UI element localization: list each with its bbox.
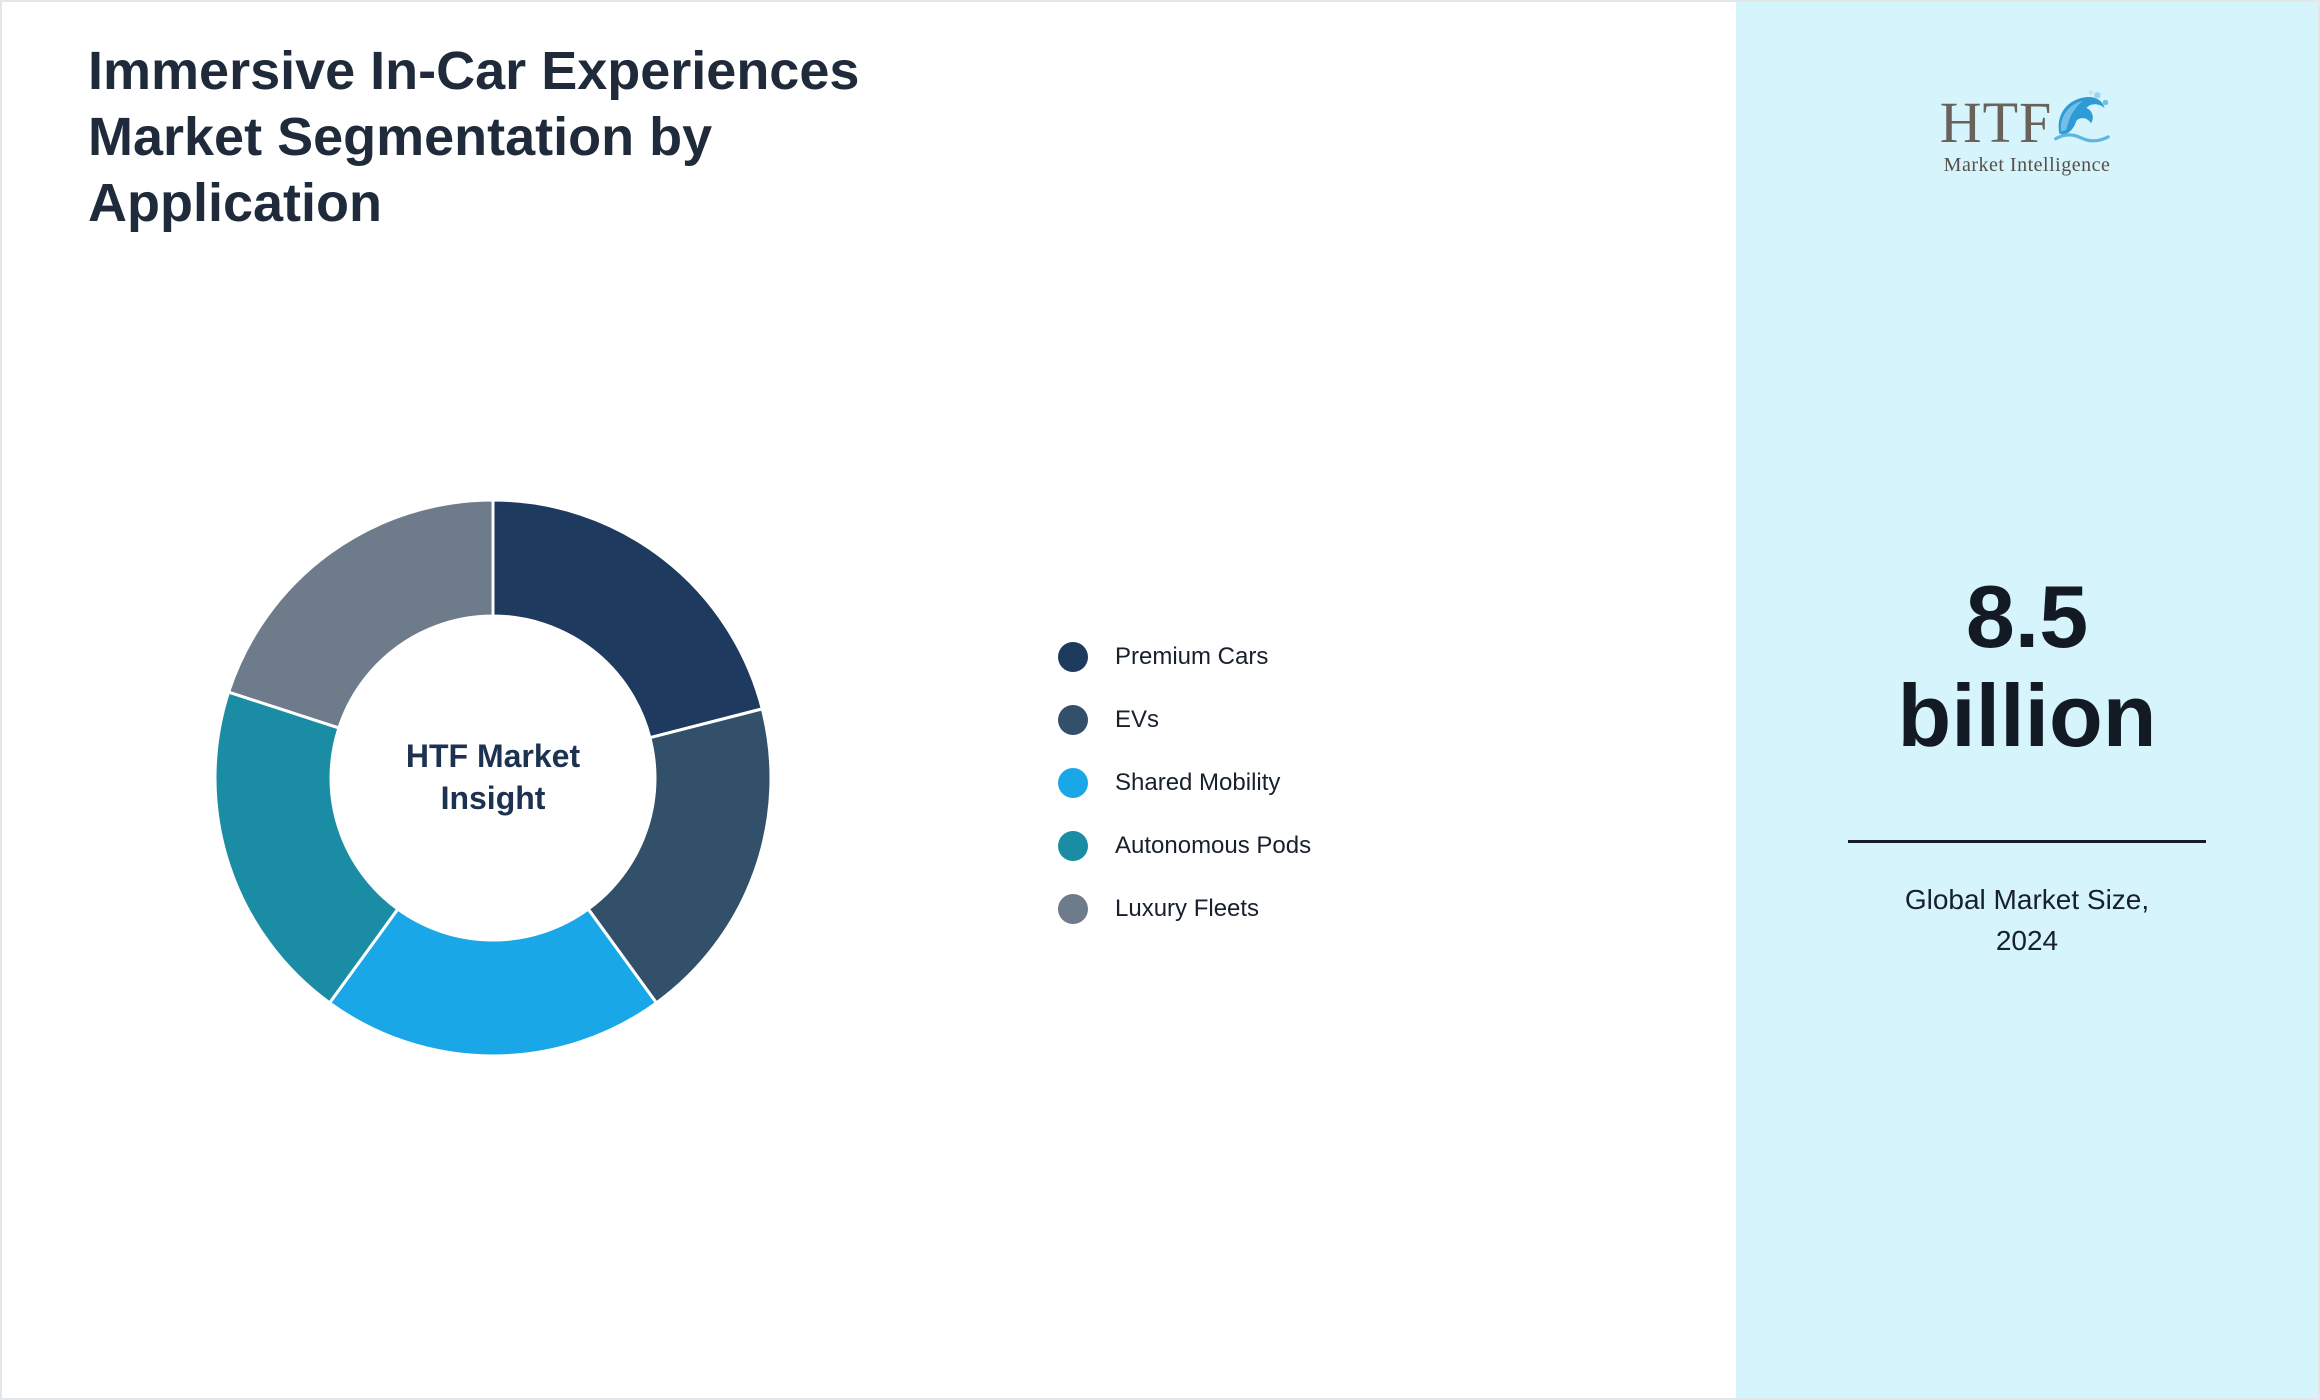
donut-ring	[213, 498, 773, 1058]
stat-divider	[1848, 840, 2206, 843]
title-line-1: Immersive In-Car Experiences	[88, 41, 860, 101]
dolphin-icon	[2054, 90, 2111, 143]
legend-label: Autonomous Pods	[1115, 832, 1312, 859]
stat-value-line-1: 8.5	[1965, 567, 2089, 666]
stat-caption: Global Market Size, 2024	[1736, 880, 2318, 961]
donut-segment-autonomous-pods	[213, 690, 400, 1005]
legend-item-premium-cars: Premium Cars	[1058, 642, 1311, 672]
logo-row: HTF	[1736, 90, 2318, 155]
legend-dot-premium-cars	[1058, 642, 1088, 672]
logo-text: HTF	[1939, 90, 2053, 155]
logo-subtext: Market Intelligence	[1943, 154, 2111, 176]
legend-dot-autonomous-pods	[1058, 831, 1088, 861]
title-line-3: Application	[88, 173, 382, 233]
chart-legend: Premium Cars EVs Shared Mobility Autonomous…	[1058, 642, 1311, 924]
legend-item-autonomous-pods: Autonomous Pods	[1058, 831, 1311, 861]
caption-line-1: Global Market Size,	[1904, 884, 2150, 915]
legend-item-shared-mobility: Shared Mobility	[1058, 768, 1311, 798]
legend-label: Premium Cars	[1115, 643, 1269, 670]
legend-label: EVs	[1115, 706, 1160, 733]
page-title: Immersive In-Car Experiences Market Segm…	[88, 38, 859, 236]
legend-item-luxury-fleets: Luxury Fleets	[1058, 894, 1311, 924]
donut-segment-shared-mobility	[328, 907, 658, 1058]
donut-chart: HTF Market Insight	[207, 492, 779, 1064]
stat-value-line-2: billion	[1897, 665, 2157, 765]
caption-line-2: 2024	[1995, 924, 2059, 956]
legend-label: Shared Mobility	[1115, 769, 1281, 796]
legend-label: Luxury Fleets	[1115, 895, 1260, 922]
legend-dot-luxury-fleets	[1058, 894, 1088, 924]
legend-item-evs: EVs	[1058, 705, 1311, 735]
title-line-2: Market Segmentation by	[88, 107, 713, 167]
donut-segment-evs	[586, 707, 773, 1005]
legend-dot-evs	[1058, 705, 1088, 735]
donut-segment-premium-cars	[491, 498, 764, 740]
htf-logo: HTF Market Intelligence	[1736, 90, 2318, 177]
sidebar: HTF Market Intelligence 8.5 billion Glob…	[1736, 2, 2318, 1398]
legend-dot-shared-mobility	[1058, 768, 1088, 798]
donut-segment-luxury-fleets	[227, 498, 495, 730]
market-size-stat: 8.5 billion	[1736, 567, 2318, 765]
